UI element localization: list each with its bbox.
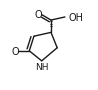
Text: OH: OH	[68, 13, 83, 23]
Text: O: O	[34, 10, 42, 20]
Text: O: O	[12, 47, 19, 57]
Text: NH: NH	[35, 63, 48, 72]
